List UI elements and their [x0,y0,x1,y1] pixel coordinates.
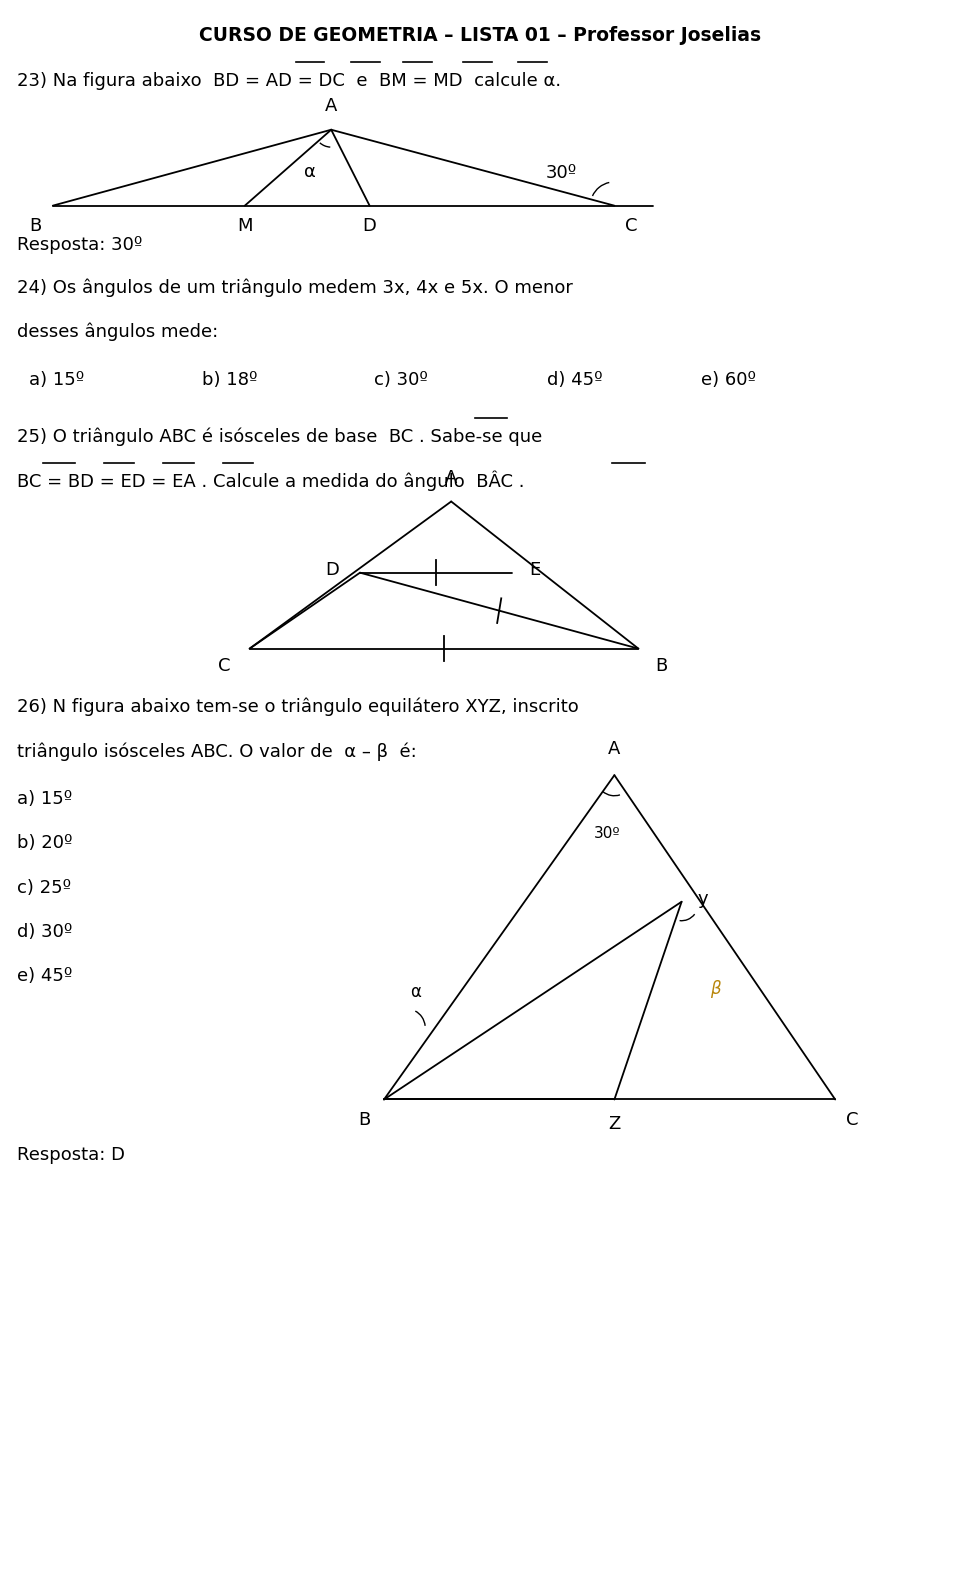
Text: Z: Z [609,1115,620,1133]
Text: C: C [625,217,638,234]
Text: c) 25º: c) 25º [17,878,71,897]
Text: d) 30º: d) 30º [17,922,73,941]
Text: E: E [529,560,540,579]
Text: 30º: 30º [593,826,620,840]
Text: Resposta: D: Resposta: D [17,1145,125,1164]
Text: a) 15º: a) 15º [17,789,73,808]
Text: e) 45º: e) 45º [17,967,73,986]
Text: desses ângulos mede:: desses ângulos mede: [17,323,219,342]
Text: B: B [29,217,41,234]
Text: D: D [325,560,339,579]
Text: c) 30º: c) 30º [374,370,428,389]
Text: 26) N figura abaixo tem-se o triângulo equilátero XYZ, inscrito: 26) N figura abaixo tem-se o triângulo e… [17,698,579,717]
Text: B: B [359,1111,371,1128]
Text: A: A [609,740,620,758]
Text: CURSO DE GEOMETRIA – LISTA 01 – Professor Joselias: CURSO DE GEOMETRIA – LISTA 01 – Professo… [199,25,761,46]
Text: b) 20º: b) 20º [17,834,73,853]
Text: D: D [363,217,376,234]
Text: Resposta: 30º: Resposta: 30º [17,236,143,255]
Text: a) 15º: a) 15º [29,370,84,389]
Text: A: A [325,98,337,115]
Text: 30º: 30º [546,165,577,182]
Text: A: A [445,470,457,487]
Text: d) 45º: d) 45º [547,370,603,389]
Text: 25) O triângulo ABC é isósceles de base  BC . Sabe-se que: 25) O triângulo ABC é isósceles de base … [17,427,542,446]
Text: B: B [656,657,668,674]
Text: 24) Os ângulos de um triângulo medem 3x, 4x e 5x. O menor: 24) Os ângulos de um triângulo medem 3x,… [17,278,573,297]
Text: y: y [698,889,708,908]
Text: e) 60º: e) 60º [701,370,756,389]
Text: BC = BD = ED = EA . Calcule a medida do ângulo  BÂC .: BC = BD = ED = EA . Calcule a medida do … [17,471,525,490]
Text: C: C [846,1111,859,1128]
Text: C: C [218,657,230,674]
Text: M: M [237,217,252,234]
Text: b) 18º: b) 18º [202,370,257,389]
Text: 23) Na figura abaixo  BD = AD = DC  e  BM = MD  calcule α.: 23) Na figura abaixo BD = AD = DC e BM =… [17,71,562,90]
Text: α: α [410,982,421,1001]
Text: β: β [709,979,721,998]
Text: triângulo isósceles ABC. O valor de  α – β  é:: triângulo isósceles ABC. O valor de α – … [17,742,417,761]
Text: α: α [304,163,316,182]
